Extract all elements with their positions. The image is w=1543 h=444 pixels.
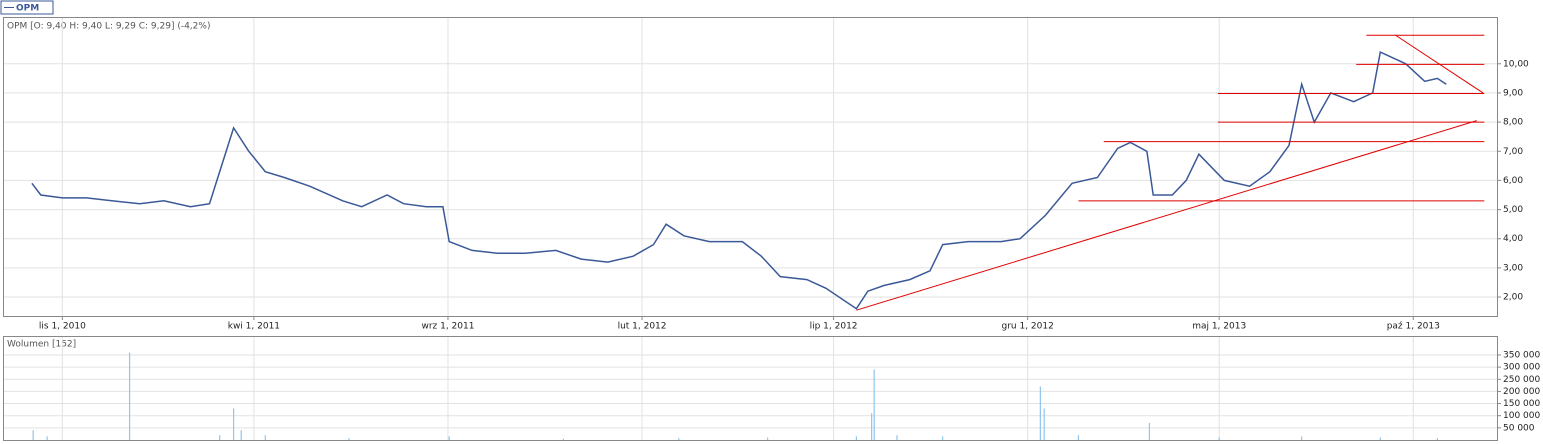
y-tick-label: 250 000 — [1503, 375, 1540, 385]
volume-bar — [232, 408, 235, 440]
volume-bar — [562, 438, 564, 440]
legend-label: OPM — [16, 4, 39, 14]
price-panel — [3, 17, 1498, 317]
volume-bar — [1039, 386, 1041, 440]
x-tick-label: kwi 1, 2011 — [228, 322, 280, 332]
volume-panel — [3, 336, 1498, 441]
y-tick-label: 5,00 — [1503, 205, 1523, 215]
volume-bar — [1043, 408, 1045, 440]
volume-bar — [678, 438, 680, 440]
trend-line — [856, 120, 1477, 311]
price-info: OPM [O: 9,40 H: 9,40 L: 9,29 C: 9,29] (-… — [7, 22, 210, 32]
plot-layer: lis 1, 2010 kwi 1, 2011 wrz 1, 2011 lut 1, … — [4, 18, 1529, 332]
volume-bar — [767, 437, 769, 440]
volume-bar — [896, 435, 898, 440]
y-tick-label: 8,00 — [1503, 118, 1523, 128]
volume-bar — [1301, 436, 1303, 440]
y-tick-label: 200 000 — [1503, 387, 1540, 397]
volume-bar — [873, 369, 875, 440]
x-tick-label: gru 1, 2012 — [1001, 322, 1053, 332]
y-tick-label: 300 000 — [1503, 363, 1540, 373]
volume-bar — [942, 436, 944, 440]
volume-bar — [240, 430, 242, 440]
y-tick-label: 6,00 — [1503, 176, 1523, 186]
y-tick-label: 350 000 — [1503, 350, 1540, 360]
volume-bar — [1379, 437, 1381, 440]
y-tick-label: 4,00 — [1503, 234, 1523, 244]
volume-bar — [871, 413, 873, 440]
x-tick-label: lut 1, 2012 — [618, 322, 667, 332]
price-line — [31, 51, 1447, 310]
volume-bar — [264, 435, 266, 440]
volume-bar — [1436, 438, 1438, 440]
volume-bar — [348, 438, 350, 440]
x-tick-label: lip 1, 2012 — [810, 322, 858, 332]
legend-box — [0, 0, 54, 15]
y-tick-label: 150 000 — [1503, 399, 1540, 409]
y-tick-label: 2,00 — [1503, 293, 1523, 303]
y-tick-label: 3,00 — [1503, 263, 1523, 273]
plot-layer: 50 000 100 000 150 000 200 000 250 000 300 00… — [4, 337, 1540, 440]
volume-bar — [32, 430, 34, 440]
y-tick-label: 9,00 — [1503, 88, 1523, 98]
x-tick-label: maj 1, 2013 — [1192, 322, 1246, 332]
y-tick-label: 100 000 — [1503, 411, 1540, 421]
volume-bar — [1218, 437, 1220, 440]
x-tick-label: lis 1, 2010 — [39, 322, 86, 332]
volume-bar — [1148, 422, 1151, 440]
volume-title: Wolumen [152] — [7, 340, 76, 350]
volume-bar — [219, 435, 221, 440]
volume-bar — [1077, 435, 1080, 440]
volume-bar — [128, 352, 131, 440]
volume-bar — [46, 436, 48, 440]
y-tick-label: 50 000 — [1503, 423, 1535, 433]
x-tick-label: wrz 1, 2011 — [421, 322, 474, 332]
y-tick-label: 7,00 — [1503, 147, 1523, 157]
volume-bar — [448, 436, 450, 440]
x-tick-label: paź 1, 2013 — [1387, 322, 1440, 332]
y-tick-label: 10,00 — [1503, 59, 1529, 69]
volume-bar — [855, 436, 858, 440]
